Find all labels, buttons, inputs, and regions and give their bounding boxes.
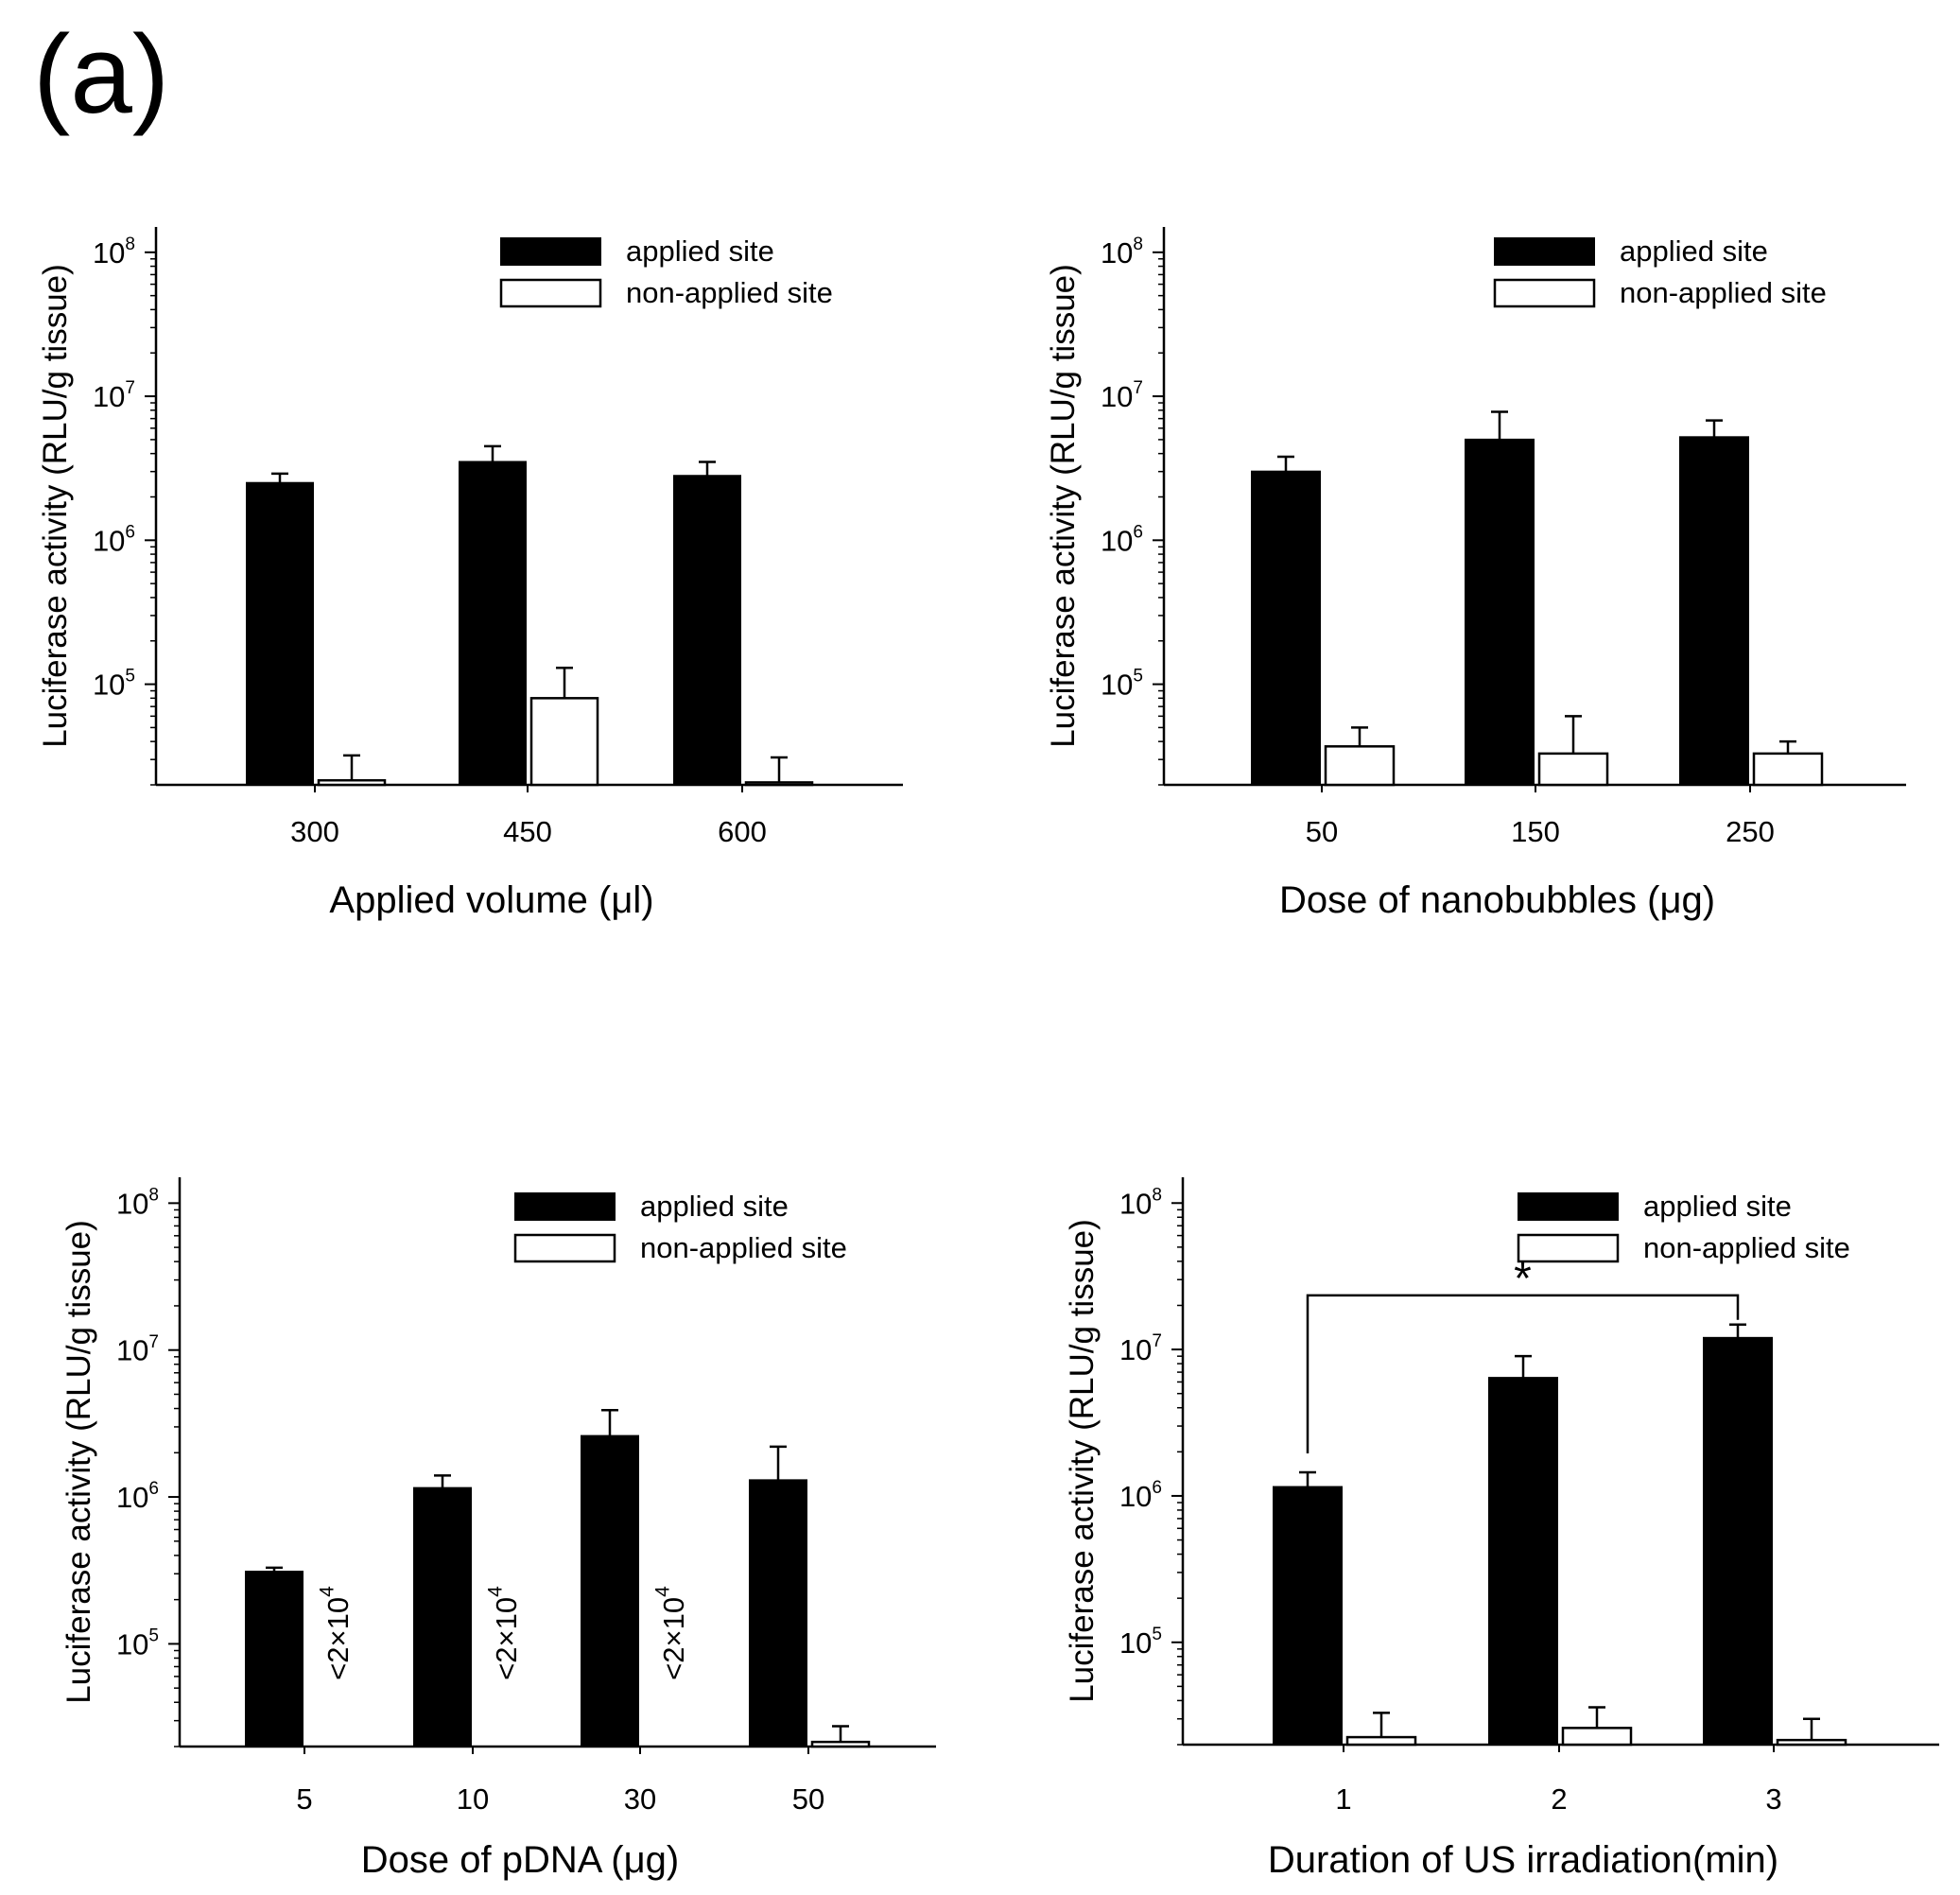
y-tick-label: 108 xyxy=(116,1185,159,1220)
bar-non-applied-450 xyxy=(529,697,599,787)
y-tick-label: 108 xyxy=(1101,235,1143,269)
legend-label-applied: applied site xyxy=(1620,235,1768,268)
annotation-text: <2×104 xyxy=(652,1586,690,1680)
legend-swatch-non-applied xyxy=(1493,278,1596,308)
legend-label-applied: applied site xyxy=(626,235,774,268)
x-tick-label: 600 xyxy=(718,815,767,848)
bar-non-applied-300 xyxy=(317,778,387,787)
bar-applied-300 xyxy=(246,481,314,786)
y-tick-label: 105 xyxy=(1101,667,1143,702)
bar-applied-450 xyxy=(459,461,527,786)
x-tick-label: 150 xyxy=(1511,815,1560,848)
bar-non-applied-50 xyxy=(810,1740,871,1748)
bar-non-applied-50 xyxy=(1324,745,1396,787)
significance-star: * xyxy=(1514,1254,1532,1304)
bar-non-applied-600 xyxy=(744,781,814,787)
x-tick-label: 50 xyxy=(792,1782,824,1816)
x-axis-title: Duration of US irradiation(min) xyxy=(1268,1839,1778,1881)
x-tick-label: 300 xyxy=(290,815,339,848)
bar-non-applied-1 xyxy=(1345,1735,1417,1747)
y-tick-label: 107 xyxy=(1119,1331,1162,1366)
y-axis-title: Luciferase activity (RLU/g tissue) xyxy=(61,1220,97,1704)
y-axis-title: Luciferase activity (RLU/g tissue) xyxy=(1045,264,1082,748)
legend-label-non-applied: non-applied site xyxy=(1643,1231,1850,1264)
legend-swatch-applied xyxy=(514,1192,616,1221)
x-tick-label: 5 xyxy=(296,1782,312,1816)
legend-label-applied: applied site xyxy=(1643,1190,1792,1223)
x-tick-label: 50 xyxy=(1306,815,1338,848)
legend-swatch-non-applied xyxy=(513,1233,616,1263)
figure-panel-label: (a) xyxy=(33,12,170,137)
legend-label-non-applied: non-applied site xyxy=(1620,276,1827,309)
bar-applied-50 xyxy=(749,1479,807,1747)
x-axis-title: Applied volume (μl) xyxy=(329,879,653,921)
bar-applied-5 xyxy=(245,1571,304,1747)
legend-swatch-non-applied xyxy=(1517,1233,1620,1263)
x-tick-label: 2 xyxy=(1551,1782,1567,1816)
significance-bracket xyxy=(1306,1294,1740,1453)
x-tick-label: 250 xyxy=(1726,815,1775,848)
bar-applied-250 xyxy=(1679,436,1749,786)
y-tick-label: 105 xyxy=(93,667,135,702)
legend-swatch-non-applied xyxy=(499,278,602,308)
x-tick-label: 10 xyxy=(457,1782,489,1816)
bar-non-applied-3 xyxy=(1776,1738,1847,1747)
chart-nanobubble-dose: 105 106 107 108 Luciferase activity (RLU/g t… xyxy=(1045,227,1906,921)
bar-non-applied-150 xyxy=(1537,752,1609,787)
y-tick-label: 105 xyxy=(1119,1625,1162,1660)
legend-label-non-applied: non-applied site xyxy=(640,1231,847,1264)
y-tick-label: 105 xyxy=(116,1626,159,1660)
legend-label-applied: applied site xyxy=(640,1190,789,1223)
bar-applied-10 xyxy=(413,1486,472,1747)
y-axis-title: Luciferase activity (RLU/g tissue) xyxy=(1064,1219,1101,1703)
bar-applied-30 xyxy=(581,1434,639,1747)
y-tick-label: 106 xyxy=(93,522,135,557)
x-tick-label: 30 xyxy=(624,1782,656,1816)
annotation-below-detection: <2×104 xyxy=(317,1586,355,1680)
legend-swatch-applied xyxy=(1518,1192,1619,1221)
annotation-below-detection: <2×104 xyxy=(652,1586,690,1680)
bar-non-applied-250 xyxy=(1752,752,1824,787)
bar-applied-150 xyxy=(1465,438,1535,786)
x-axis-title: Dose of pDNA (μg) xyxy=(361,1839,680,1881)
y-tick-label: 107 xyxy=(93,378,135,413)
bar-applied-50 xyxy=(1251,470,1321,786)
y-axis-title: Luciferase activity (RLU/g tissue) xyxy=(37,264,74,748)
bar-applied-600 xyxy=(673,475,741,786)
y-tick-label: 106 xyxy=(1101,522,1143,557)
legend-label-non-applied: non-applied site xyxy=(626,276,833,309)
y-tick-label: 106 xyxy=(116,1479,159,1514)
annotation-below-detection: <2×104 xyxy=(485,1586,523,1680)
y-tick-label: 108 xyxy=(93,235,135,269)
y-tick-label: 108 xyxy=(1119,1185,1162,1220)
annotation-text: <2×104 xyxy=(485,1586,523,1680)
legend-swatch-applied xyxy=(1494,237,1595,266)
bar-applied-2 xyxy=(1488,1377,1558,1746)
bar-non-applied-2 xyxy=(1561,1727,1633,1747)
bar-applied-1 xyxy=(1273,1486,1343,1746)
legend-swatch-applied xyxy=(500,237,601,266)
x-tick-label: 1 xyxy=(1335,1782,1351,1816)
y-tick-label: 106 xyxy=(1119,1478,1162,1513)
y-tick-label: 107 xyxy=(116,1332,159,1367)
bar-applied-3 xyxy=(1703,1336,1773,1747)
x-tick-label: 450 xyxy=(503,815,552,848)
y-tick-label: 107 xyxy=(1101,378,1143,413)
chart-applied-volume: 105 106 107 108 Luciferase activity (RLU/g t… xyxy=(37,227,903,921)
x-axis-title: Dose of nanobubbles (μg) xyxy=(1279,879,1715,921)
x-tick-label: 3 xyxy=(1765,1782,1781,1816)
annotation-text: <2×104 xyxy=(317,1586,355,1680)
chart-us-duration: 105 106 107 108 Luciferase activity (RLU/g t… xyxy=(1064,1177,1939,1881)
